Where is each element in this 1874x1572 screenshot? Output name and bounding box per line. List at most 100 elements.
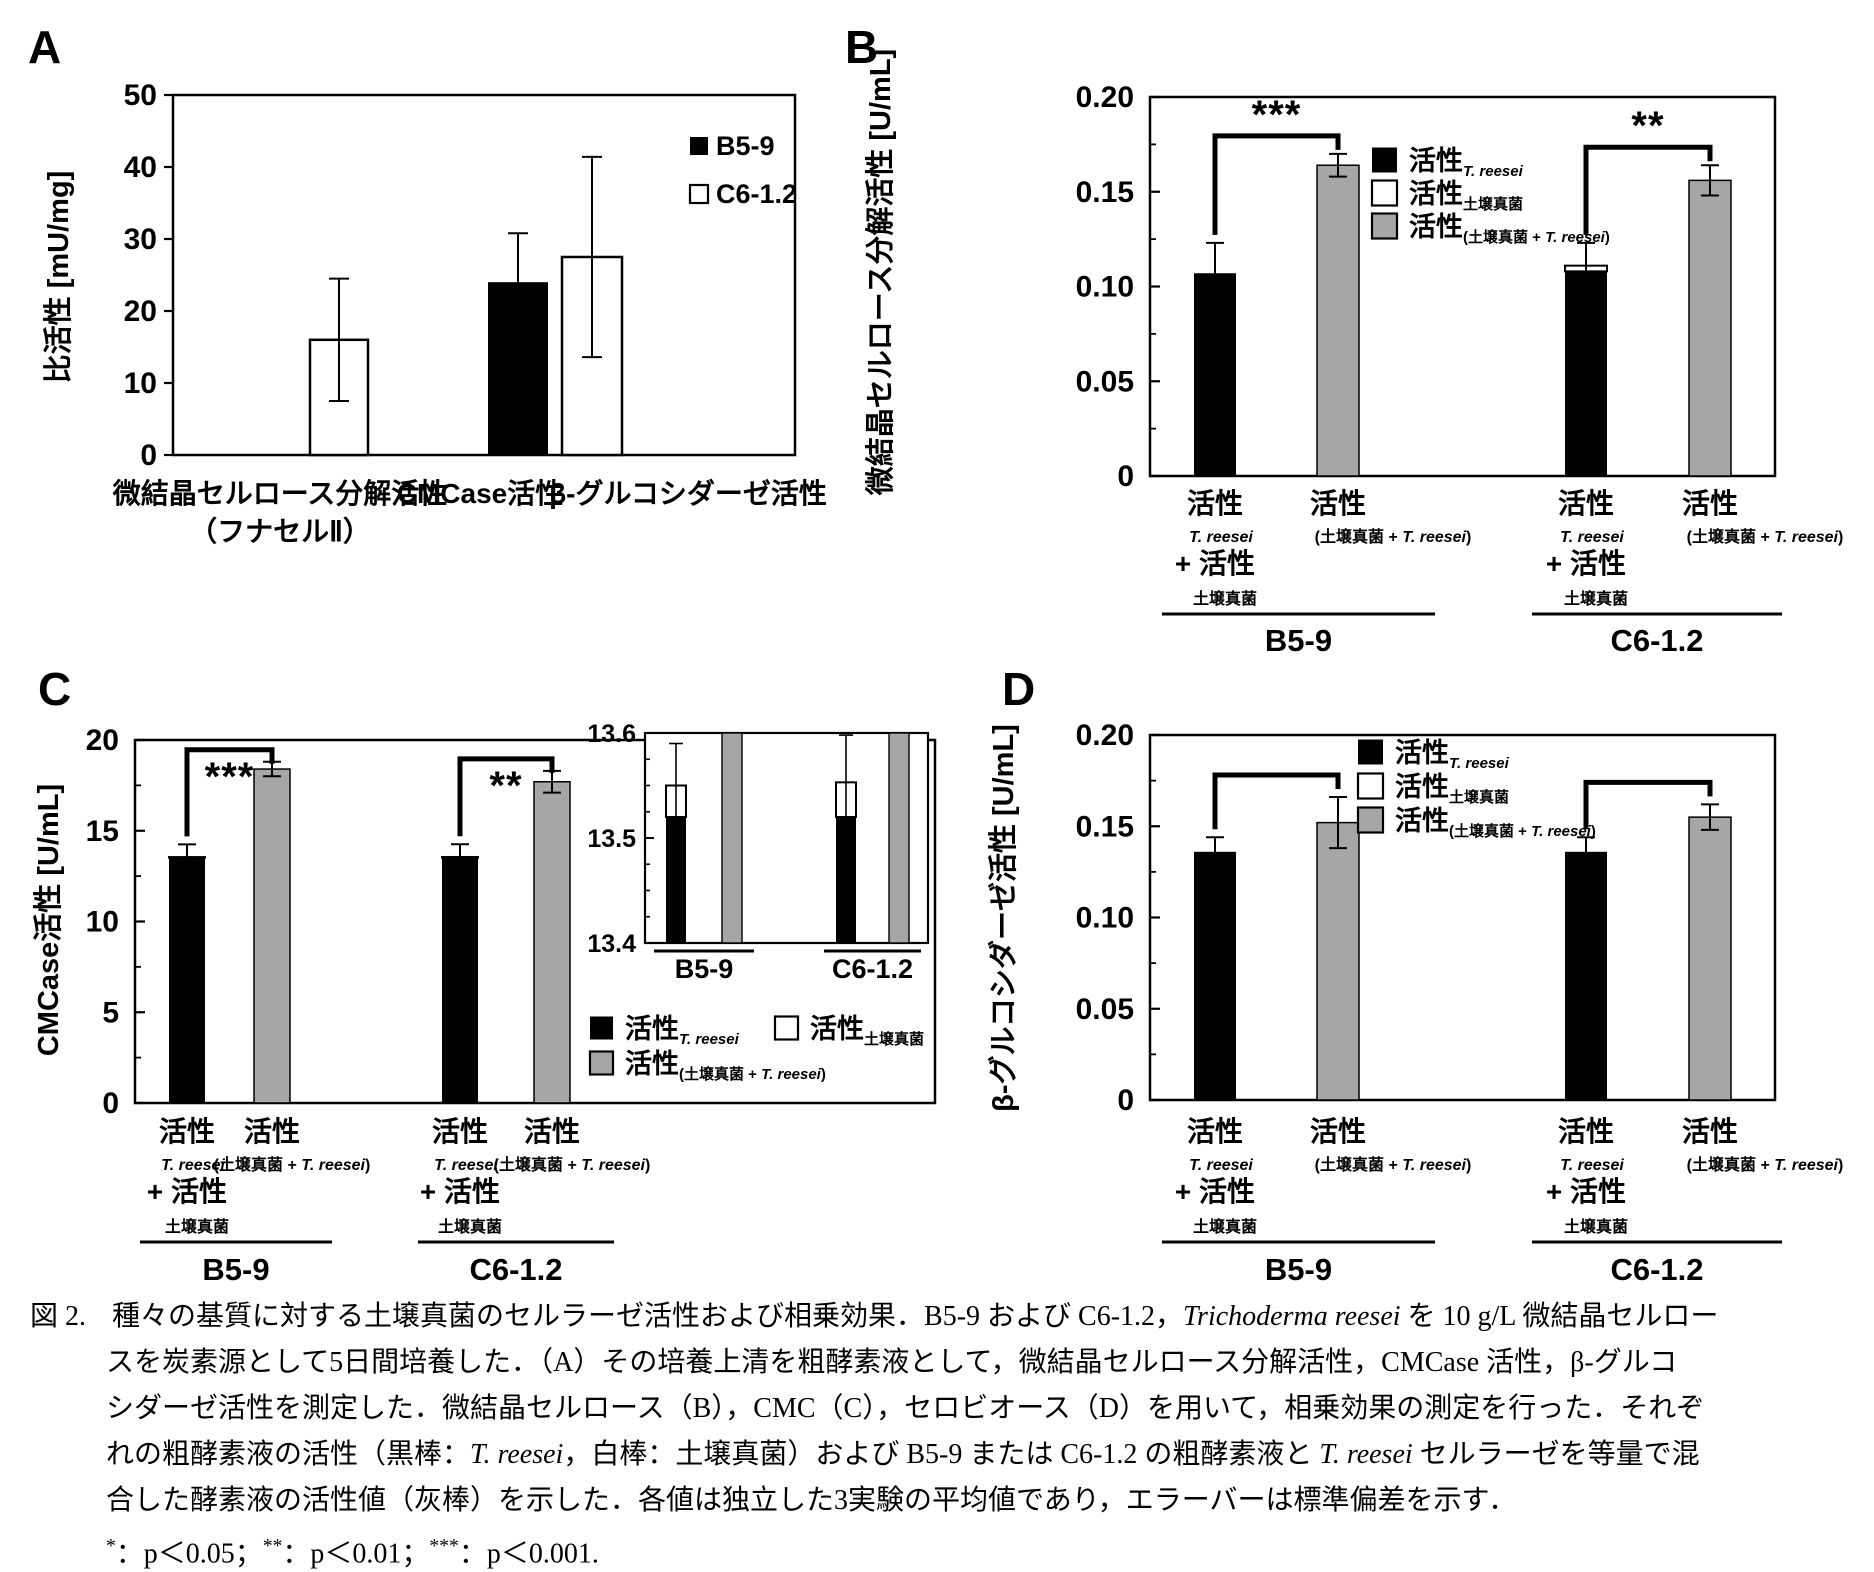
panel-B-bar-sublabel: (土壌真菌 + T. reesei)	[1315, 527, 1472, 546]
panel-C-legend-swatch-black	[590, 1016, 613, 1040]
panel-B-bar-label: 活性	[1558, 488, 1614, 519]
panel-C-inset-bar-gray-C6-1.2	[888, 732, 910, 944]
panel-B-sig-bracket-B5-9	[1212, 133, 1341, 235]
panel-C-inset-bar-black-C6-1.2	[836, 817, 856, 943]
panel-C-ytick-label: 15	[86, 815, 119, 848]
panel-D-sig-bracket-B5-9	[1212, 772, 1341, 830]
panel-A-category-label: 微結晶セルロース分解活性	[112, 477, 448, 509]
caption-line-4: れの粗酵素液の活性（黒棒：T. reesei，白棒：土壌真菌）および B5-9 …	[106, 1439, 1700, 1470]
panel-B-bar-sublabel: 土壌真菌	[1564, 589, 1628, 608]
figure-caption: 図 2. 種々の基質に対する土壌真菌のセルラーゼ活性および相乗効果．B5-9 およ…	[30, 1294, 1856, 1572]
panel-C-bar-sublabel: (土壌真菌 + T. reesei)	[494, 1155, 651, 1174]
panel-B-sig-stars-C6-1.2: **	[1631, 104, 1664, 148]
panel-C-bar-gray-C6-1.2	[533, 780, 571, 1104]
panel-C-sig-bracket-B5-9	[184, 747, 275, 837]
panel-B-legend-label: 活性(土壌真菌 + ​T. reesei​)​	[1409, 212, 1610, 246]
panel-C-inset-frame	[643, 731, 930, 945]
panel-A-legend-swatch-white	[688, 183, 710, 205]
panel-D-bar-label: + 活性	[1546, 1176, 1626, 1207]
panel-D-bar-gray-C6-1.2	[1688, 816, 1732, 1101]
panel-B-legend-swatch-white	[1370, 179, 1399, 207]
panel-C-bar-label: 活性	[244, 1116, 300, 1147]
panel-B-bar-sublabel: T. reesei	[1189, 529, 1253, 546]
panel-C-legend-swatch-gray	[588, 1050, 615, 1076]
panel-D-bar-label: 活性	[1187, 1116, 1243, 1147]
panel-B-group-name: B5-9	[1265, 623, 1332, 658]
panel-D-group-name: B5-9	[1265, 1252, 1332, 1287]
panel-C-bar-black-B5-9	[169, 857, 205, 1103]
panel-C-inset-bar-gray-B5-9	[721, 732, 743, 944]
panel-B-bar-sublabel: (土壌真菌 + T. reesei)	[1687, 527, 1844, 546]
panel-B-legend-label: 活性T. reesei​	[1409, 146, 1524, 180]
panel-B-ytick-label: 0.10	[1076, 271, 1134, 304]
panel-A-legend-label: C6-1.2	[716, 179, 797, 209]
panel-C-group-name: B5-9	[202, 1252, 269, 1287]
panel-B-legend-swatch-gray	[1370, 212, 1399, 240]
panel-D-legend-swatch-gray	[1356, 806, 1385, 834]
panel-C-sig-stars-C6-1.2: **	[489, 764, 522, 808]
panel-A-category-label: β-グルコシダーゼ活性	[549, 477, 827, 509]
panel-C-inset-ytick-label: 13.5	[587, 825, 636, 853]
panel-D-y-axis-title: β-グルコシダーゼ活性 [U/mL]	[986, 724, 1020, 1112]
panel-C-bar-gray-B5-9	[253, 768, 291, 1104]
panel-C-inset-bar-black-B5-9	[666, 817, 686, 943]
panel-D-ytick-label: 0	[1117, 1084, 1134, 1117]
panel-C-ytick-label: 5	[102, 996, 119, 1029]
panel-D-bar-sublabel: 土壌真菌	[1193, 1217, 1257, 1236]
panel-D-ytick-label: 0.05	[1076, 993, 1134, 1026]
panel-B-bar-label: 活性	[1310, 488, 1366, 519]
caption-line-3: シダーゼ活性を測定した．微結晶セルロース（B），CMC（C），セロビオース（D）…	[106, 1393, 1705, 1424]
panel-C-sig-stars-B5-9: ***	[205, 755, 255, 799]
panel-B-legend-label: 活性土壌真菌​	[1409, 179, 1523, 213]
panel-A-category-sublabel: （フナセルⅡ）	[189, 515, 371, 547]
panel-A-ytick-label: 50	[124, 79, 157, 112]
panel-D-bar-label: 活性	[1558, 1116, 1614, 1147]
panel-C-y-axis-title: CMCase活性 [U/mL]	[32, 784, 65, 1056]
panel-D-legend-label: 活性土壌真菌​	[1395, 772, 1509, 806]
panel-A-ytick-label: 20	[124, 295, 157, 328]
caption-line-5: 合した酵素液の活性値（灰棒）を示した．各値は独立した3実験の平均値であり，エラー…	[106, 1485, 1517, 1516]
panel-D-ytick-label: 0.10	[1076, 902, 1134, 935]
panel-B-ytick-label: 0.15	[1076, 176, 1134, 209]
panel-A-legend-swatch-black	[690, 137, 708, 155]
panel-C-bar-sublabel: T. reesei	[161, 1157, 225, 1174]
panel-C-group-name: C6-1.2	[469, 1252, 562, 1287]
panel-D-legend-label: 活性T. reesei​	[1395, 738, 1510, 772]
panel-D-bar-sublabel: T. reesei	[1189, 1157, 1253, 1174]
panel-D-bar-sublabel: 土壌真菌	[1564, 1217, 1628, 1236]
panel-C-bar-sublabel: (土壌真菌 + T. reesei)	[214, 1155, 371, 1174]
panel-D-ytick-label: 0.15	[1076, 810, 1134, 843]
panel-D-legend-label: 活性(土壌真菌 + ​T. reesei​)​	[1395, 806, 1596, 840]
panel-C-legend-label: 活性(土壌真菌 + ​T. reesei​)​	[625, 1049, 826, 1083]
panel-B-legend-swatch-black	[1372, 147, 1397, 173]
panel-B-bar-gray-C6-1.2	[1688, 179, 1732, 477]
panel-D-sig-bracket-C6-1.2	[1583, 779, 1713, 830]
panel-A-ytick-label: 30	[124, 223, 157, 256]
panel-C-inset-ytick-label: 13.4	[587, 930, 636, 958]
panel-C-ytick-label: 10	[86, 906, 119, 939]
panel-C-bar-sublabel: 土壌真菌	[438, 1217, 502, 1236]
panel-C-bar-sublabel: T. reesei	[434, 1157, 498, 1174]
panel-B-group-name: C6-1.2	[1610, 623, 1703, 658]
caption-line-6: *：p＜0.05；**：p＜0.01；***：p＜0.001.	[106, 1536, 599, 1570]
panel-C-sig-bracket-C6-1.2	[457, 756, 555, 837]
panel-label-A: A	[28, 21, 62, 73]
panel-C-bar-label: + 活性	[147, 1176, 227, 1207]
caption-line-2: スを炭素源として5日間培養した．（A）その培養上清を粗酵素液として，微結晶セルロ…	[106, 1347, 1678, 1378]
panel-B-ytick-label: 0.05	[1076, 365, 1134, 398]
panel-B-bar-black-C6-1.2	[1565, 271, 1607, 476]
panel-D-bar-black-C6-1.2	[1565, 851, 1607, 1100]
panel-D-bar-sublabel: (土壌真菌 + T. reesei)	[1687, 1155, 1844, 1174]
panel-D-bar-label: 活性	[1682, 1116, 1738, 1147]
panel-B-sig-stars-B5-9: ***	[1252, 93, 1302, 137]
panel-A-legend-label: B5-9	[716, 131, 775, 161]
panel-C-bar-label: 活性	[432, 1116, 488, 1147]
figure-number: 図 2.	[30, 1301, 87, 1332]
panel-D-bar-sublabel: (土壌真菌 + T. reesei)	[1315, 1155, 1472, 1174]
panel-D-bar-sublabel: T. reesei	[1560, 1157, 1624, 1174]
panel-C-legend-label: 活性T. reesei​	[625, 1014, 740, 1048]
panel-B-sig-bracket-C6-1.2	[1583, 144, 1713, 235]
panel-B-bar-label: + 活性	[1546, 548, 1626, 579]
panel-A-category-label: CMCase活性	[397, 478, 563, 509]
